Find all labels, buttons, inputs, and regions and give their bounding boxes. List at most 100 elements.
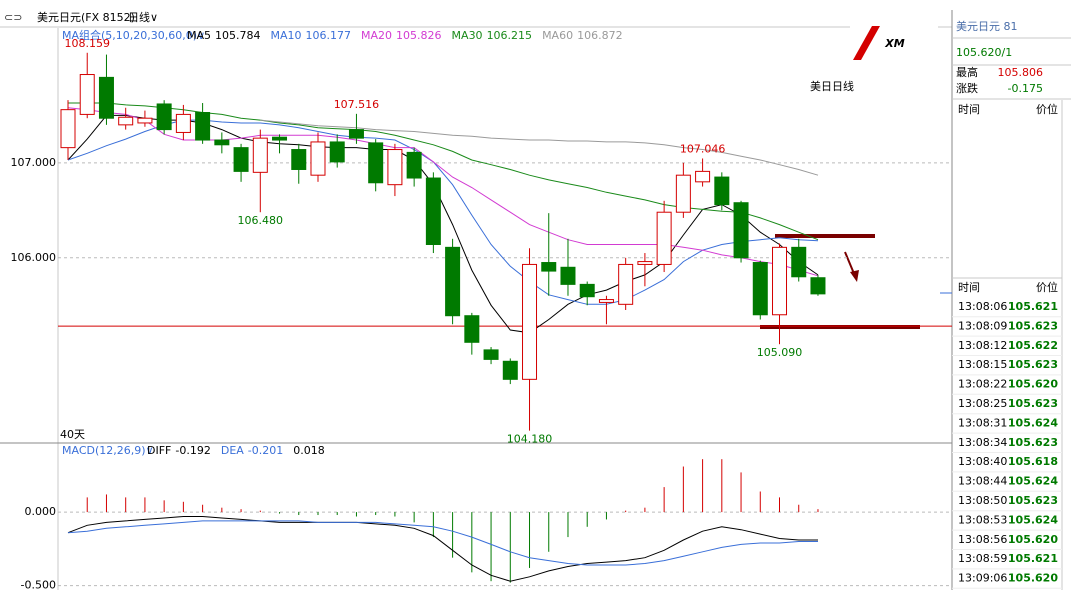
toolbar-icon[interactable]: ⊂⊃: [4, 11, 22, 24]
tick-time: 13:08:50: [958, 494, 1007, 507]
tick-time: 13:08:22: [958, 378, 1007, 391]
tick-price: 105.620: [1008, 533, 1058, 546]
tick-price: 105.623: [1008, 494, 1058, 507]
macd-indicator-label[interactable]: MACD(12,26,9)∨: [62, 444, 154, 457]
chart-annotation: 美日日线: [810, 79, 854, 93]
tick-price: 105.621: [1008, 552, 1058, 565]
tick-price: 105.623: [1008, 358, 1058, 371]
candle-body: [560, 266, 576, 285]
candle-body: [772, 246, 788, 316]
indicator-line: [68, 102, 819, 241]
candle-body: [252, 137, 268, 173]
tick-time: 13:08:25: [958, 397, 1007, 410]
candle-body: [329, 141, 345, 163]
legend-value: 106.215: [487, 29, 533, 42]
price-annotation: 105.090: [757, 346, 803, 359]
candle-body: [310, 141, 326, 176]
tick-price: 105.622: [1008, 339, 1058, 352]
candle-body: [387, 149, 403, 186]
legend-value: 105.826: [396, 29, 442, 42]
candle-body: [637, 261, 653, 265]
candle-body: [695, 170, 711, 183]
indicator-line: [67, 520, 818, 566]
tick-price: 105.618: [1008, 455, 1058, 468]
quote-title: 美元日元 81: [956, 20, 1018, 33]
tick-time: 13:08:12: [958, 339, 1007, 352]
symbol-label[interactable]: 美元日元(FX 8152): [37, 11, 135, 24]
tick-time: 13:08:59: [958, 552, 1007, 565]
candle-body: [272, 136, 288, 141]
candle-body: [156, 103, 172, 131]
candle-body: [810, 277, 826, 295]
indicator-line: [67, 114, 819, 334]
tick-time: 13:08:44: [958, 475, 1007, 488]
ticks-header-price: 价位: [1036, 280, 1058, 294]
candle-body: [195, 112, 211, 141]
candle-body: [214, 139, 230, 146]
high-value: 105.806: [998, 66, 1044, 79]
legend-value: 106.872: [577, 29, 623, 42]
candle-body: [714, 176, 730, 206]
candle-body: [233, 147, 249, 172]
candle-body: [675, 174, 691, 213]
candle-body: [598, 299, 614, 303]
candle-body: [541, 262, 557, 272]
y-tick-label: 0.000: [25, 505, 57, 518]
tick-price: 105.620: [1008, 572, 1058, 585]
indicator-line: [67, 516, 818, 582]
candle-body: [368, 142, 384, 184]
candle-body: [464, 315, 480, 343]
tick-price: 105.624: [1008, 475, 1058, 488]
tick-time: 13:08:09: [958, 319, 1007, 332]
candle-body: [118, 116, 134, 126]
indicator-line: [260, 119, 819, 176]
logo-swoosh: [853, 26, 880, 60]
tick-price: 105.624: [1008, 513, 1058, 526]
candle-body: [502, 360, 518, 380]
header-price: 价位: [1036, 102, 1058, 116]
period-selector[interactable]: 日线∨: [128, 10, 158, 24]
drawn-arrow-head: [850, 270, 859, 282]
candle-body: [425, 177, 441, 245]
high-label: 最高: [956, 65, 978, 79]
legend-name: MA30: [452, 29, 483, 42]
price-annotation: 107.516: [334, 98, 380, 111]
candle-body: [406, 151, 422, 179]
legend-value: 106.177: [306, 29, 352, 42]
tick-price: 105.623: [1008, 319, 1058, 332]
tick-time: 13:08:40: [958, 455, 1007, 468]
tick-price: 105.623: [1008, 397, 1058, 410]
tick-price: 105.621: [1008, 300, 1058, 313]
indicator-label[interactable]: MA组合(5,10,20,30,60,0)∨: [62, 28, 205, 42]
tick-price: 105.624: [1008, 416, 1058, 429]
candle-body: [445, 246, 461, 317]
tick-time: 13:08:06: [958, 300, 1007, 313]
price-annotation: 108.159: [64, 37, 110, 50]
legend-name: MA20: [361, 29, 392, 42]
candle-body: [752, 262, 768, 316]
candle-body: [291, 149, 307, 170]
price-annotation: 106.480: [238, 214, 284, 227]
candle-body: [175, 113, 191, 133]
candle-body: [98, 76, 114, 119]
candle-body: [522, 263, 538, 380]
candle-body: [656, 211, 672, 265]
candle-body: [60, 109, 76, 149]
legend-value: -0.192: [175, 444, 210, 457]
change-value: -0.175: [1008, 82, 1043, 95]
logo: XM: [884, 37, 904, 50]
tick-time: 13:08:34: [958, 436, 1007, 449]
tick-time: 13:08:31: [958, 416, 1007, 429]
legend-name: DEA: [221, 444, 244, 457]
legend-name: MA10: [271, 29, 302, 42]
candle-body: [791, 246, 807, 278]
candle-body: [79, 74, 95, 115]
tick-price: 105.620: [1008, 378, 1058, 391]
tick-price: 105.623: [1008, 436, 1058, 449]
candle-body: [348, 129, 364, 139]
y-tick-label: 107.000: [11, 156, 57, 169]
tick-time: 13:08:15: [958, 358, 1007, 371]
price-annotation: 104.180: [507, 433, 553, 446]
change-label: 涨跌: [956, 81, 978, 95]
header-time: 时间: [958, 103, 980, 116]
